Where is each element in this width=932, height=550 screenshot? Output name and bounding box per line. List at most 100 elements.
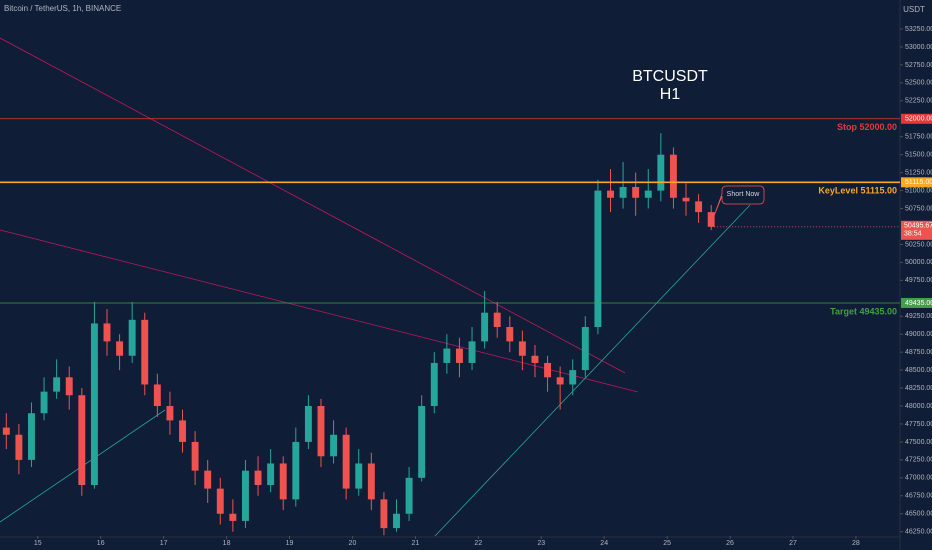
candle-body <box>632 186 640 198</box>
last-price-tag <box>901 220 932 240</box>
candle-body <box>254 470 262 486</box>
y-tick-label: 53250.00 <box>905 26 932 33</box>
y-tick-label: 50000.00 <box>905 259 932 266</box>
candle-body <box>657 154 665 191</box>
x-tick-label: 27 <box>789 540 797 547</box>
candle-body <box>682 197 690 202</box>
candle-body <box>317 406 325 457</box>
y-tick-label: 49250.00 <box>905 313 932 320</box>
y-tick-label: 47250.00 <box>905 457 932 464</box>
price-tag-label: 51115.00 <box>905 179 932 186</box>
y-tick-label: 49000.00 <box>905 331 932 338</box>
candle-body <box>330 434 338 457</box>
candle-body <box>216 488 224 514</box>
y-tick-label: 46250.00 <box>905 529 932 536</box>
y-tick-label: 51750.00 <box>905 134 932 141</box>
candle-body <box>179 420 186 442</box>
y-tick-label: 46500.00 <box>905 511 932 518</box>
y-tick-label: 48750.00 <box>905 349 932 356</box>
candle-body <box>493 312 501 328</box>
x-tick-label: 26 <box>726 540 734 547</box>
candle-body <box>40 391 48 414</box>
candle-body <box>581 327 589 371</box>
candle-body <box>506 327 514 342</box>
y-tick-label: 48500.00 <box>905 367 932 374</box>
candle-body <box>116 341 124 356</box>
x-tick-label: 23 <box>537 540 545 547</box>
candle-body <box>355 463 363 489</box>
candle-body <box>191 441 199 471</box>
level-label: Stop 52000.00 <box>837 122 897 132</box>
candle-body <box>204 470 212 489</box>
last-price-label: 50495.67 <box>904 223 932 230</box>
trend-line <box>0 37 626 374</box>
y-tick-label: 51000.00 <box>905 187 932 194</box>
candle-body <box>342 434 350 489</box>
y-tick-label: 52500.00 <box>905 80 932 87</box>
x-tick-label: 20 <box>349 540 357 547</box>
candle-body <box>53 377 61 392</box>
countdown: 38:54 <box>904 231 922 238</box>
y-tick-label: 47000.00 <box>905 475 932 482</box>
trend-line <box>0 229 639 393</box>
candle-body <box>405 477 413 514</box>
candle-body <box>695 201 703 213</box>
y-tick-label: 51250.00 <box>905 169 932 176</box>
candle-body <box>544 362 552 378</box>
candle-body <box>65 377 73 396</box>
candle-body <box>279 463 287 500</box>
candle-body <box>518 341 526 356</box>
level-label: KeyLevel 51115.00 <box>818 186 897 196</box>
candle-body <box>569 370 577 385</box>
candle-body <box>455 348 463 363</box>
candle-body <box>594 190 602 328</box>
candle-body <box>15 434 23 460</box>
candle-body <box>669 154 677 198</box>
x-tick-label: 19 <box>286 540 294 547</box>
x-tick-label: 28 <box>852 540 860 547</box>
candle-body <box>267 463 275 486</box>
candle-body <box>304 406 312 442</box>
x-tick-label: 25 <box>663 540 671 547</box>
candle-body <box>430 362 438 407</box>
y-tick-label: 50250.00 <box>905 241 932 248</box>
drawings <box>0 37 765 537</box>
candle-body <box>481 312 489 342</box>
candle-body <box>2 427 10 435</box>
price-tag <box>901 297 932 308</box>
callout-box <box>713 185 765 217</box>
x-tick-label: 22 <box>474 540 482 547</box>
candle-body <box>367 463 375 500</box>
candle-body <box>128 319 136 356</box>
x-tick-label: 21 <box>411 540 419 547</box>
candle-body <box>607 190 614 198</box>
chart-title: Bitcoin / TetherUS, 1h, BINANCE <box>4 4 121 13</box>
candle-body <box>380 499 388 529</box>
candle-body <box>141 319 149 385</box>
candle-body <box>103 323 111 342</box>
x-tick-label: 24 <box>600 540 608 547</box>
price-tag-label: 49435.00 <box>905 300 932 307</box>
y-tick-label: 47750.00 <box>905 421 932 428</box>
x-tick-label: 17 <box>160 540 168 547</box>
y-tick-label: 48000.00 <box>905 403 932 410</box>
y-tick-label: 52750.00 <box>905 62 932 69</box>
candle-body <box>90 323 98 486</box>
x-tick-label: 16 <box>97 540 105 547</box>
y-tick-label: 53000.00 <box>905 44 932 51</box>
candle-body <box>28 413 35 460</box>
candle-body <box>556 377 564 385</box>
candle-body <box>229 513 237 521</box>
y-tick-label: 50750.00 <box>905 205 932 212</box>
x-tick-label: 18 <box>223 540 231 547</box>
candle-body <box>644 190 652 198</box>
candle-body <box>468 341 476 363</box>
price-tag <box>901 177 932 188</box>
candle-body <box>393 513 400 529</box>
y-tick-label: 52250.00 <box>905 98 932 105</box>
x-tick-label: 15 <box>34 540 42 547</box>
candle-body <box>531 355 539 363</box>
candle-body <box>292 441 300 500</box>
price-tag <box>901 113 932 124</box>
